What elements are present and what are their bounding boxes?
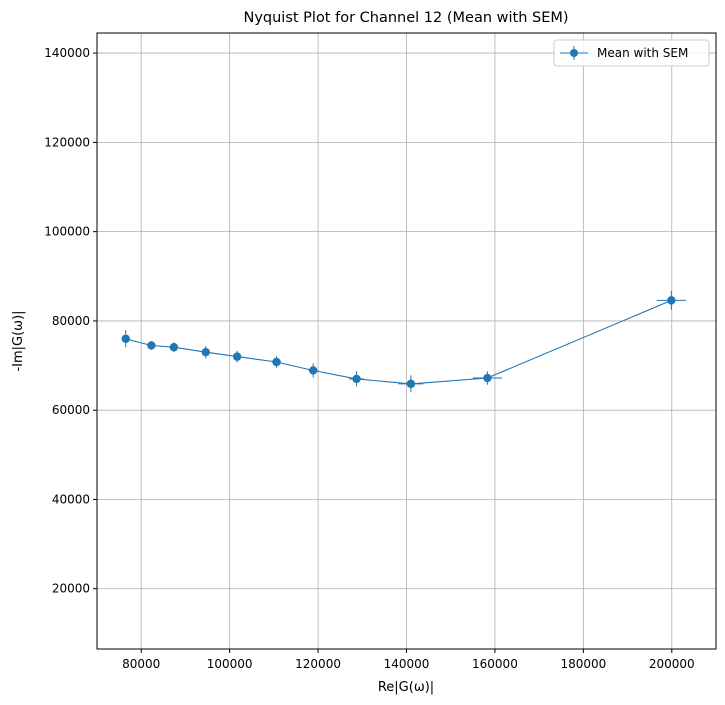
x-tick-label: 140000 [384, 657, 430, 671]
data-point [352, 374, 361, 384]
data-point [169, 343, 179, 352]
y-axis-title: -Im|G(ω)| [11, 310, 26, 371]
legend-marker-swatch [570, 49, 578, 57]
y-tick-label: 40000 [52, 492, 90, 506]
data-point [483, 373, 492, 383]
data-point [147, 341, 156, 350]
series-line [125, 299, 672, 385]
x-tick-label: 180000 [560, 657, 606, 671]
y-tick-label: 20000 [52, 582, 90, 596]
legend-label: Mean with SEM [597, 46, 688, 60]
y-tick-label: 120000 [44, 135, 90, 149]
y-axis: 20000 40000 60000 80000 100000 120000 140000 [44, 46, 97, 596]
x-axis-title: Re|G(ω)| [378, 680, 434, 695]
data-point [201, 347, 210, 357]
y-tick-label: 100000 [44, 225, 90, 239]
x-tick-label: 200000 [649, 657, 695, 671]
x-tick-label: 160000 [472, 657, 518, 671]
x-axis: 80000 100000 120000 140000 160000 180000 20000… [122, 649, 695, 671]
data-point [232, 352, 242, 361]
x-tick-label: 100000 [207, 657, 253, 671]
data-point [667, 296, 676, 305]
data-point [406, 379, 416, 389]
data-point [272, 357, 281, 367]
data-point [121, 334, 130, 343]
data-point [309, 366, 318, 375]
y-tick-label: 80000 [52, 314, 90, 328]
chart-title: Nyquist Plot for Channel 12 (Mean with S… [243, 10, 568, 26]
series-mean-with-sem [121, 291, 686, 393]
y-tick-label: 60000 [52, 403, 90, 417]
x-tick-label: 80000 [122, 657, 160, 671]
legend-box [553, 39, 710, 67]
y-tick-label: 140000 [44, 46, 90, 60]
x-tick-label: 120000 [295, 657, 341, 671]
legend: Mean with SEM [553, 39, 710, 67]
grid [97, 33, 716, 649]
